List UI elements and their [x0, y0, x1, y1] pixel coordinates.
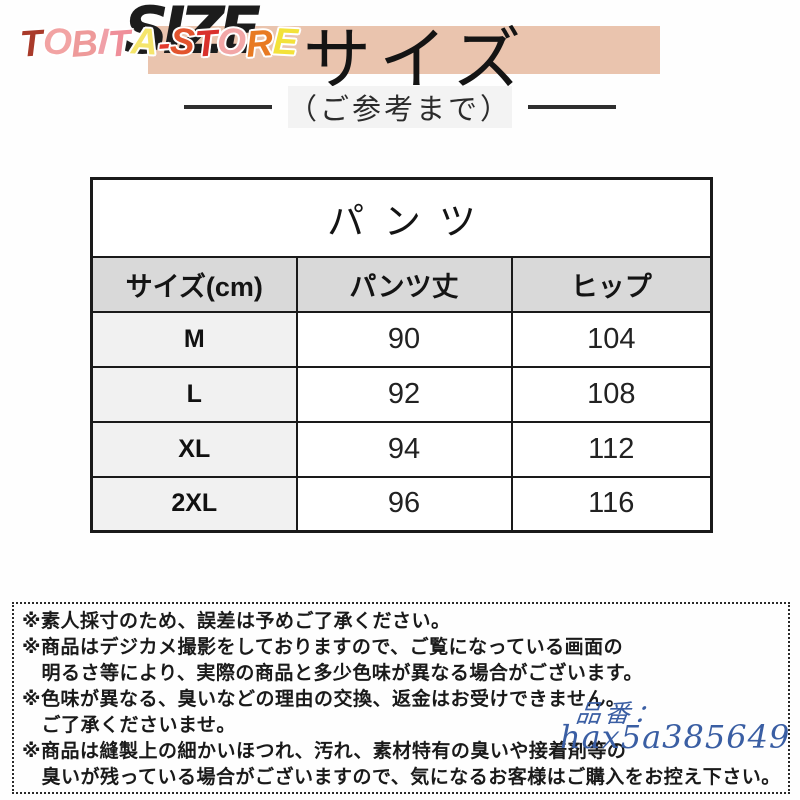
cell-pants-length: 94 [295, 420, 513, 478]
table-caption-row: パンツ [90, 177, 713, 258]
note-line: ※色味が異なる、臭いなどの理由の交換、返金はお受けできません。 [22, 689, 626, 710]
store-logo-letter: B [70, 22, 100, 65]
column-header-pants-length: パンツ丈 [295, 255, 513, 313]
store-logo-letter: T [18, 22, 45, 65]
store-logo-letter: R [244, 22, 275, 65]
store-logo-letter: O [41, 20, 73, 63]
table-header-row: サイズ(cm) パンツ丈 ヒップ [90, 255, 713, 313]
cell-hip: 104 [510, 310, 713, 368]
cell-hip: 116 [510, 475, 713, 533]
column-header-hip: ヒップ [510, 255, 713, 313]
left-rule [183, 105, 272, 109]
cell-size-label: M [90, 310, 298, 368]
title-highlight-band [148, 26, 660, 74]
store-logo-letter: T [107, 22, 133, 65]
page-title: サイズ [303, 22, 529, 98]
disclaimer-notes-box: ※素人採寸のため、誤差は予めご了承ください。 ※商品はデジカメ撮影をしておりますの… [12, 602, 790, 794]
cell-size-label: XL [90, 420, 298, 478]
size-english-text: SIZE [124, 0, 261, 69]
cell-hip: 108 [510, 365, 713, 423]
table-body: M 90 104 L 92 108 XL 94 112 2XL 96 116 [90, 310, 713, 533]
note-line: ※商品は縫製上の細かいほつれ、汚れ、素材特有の臭いや接着剤等の [22, 741, 627, 762]
table-row: M 90 104 [90, 310, 713, 368]
store-logo-letter: A [130, 20, 159, 63]
note-line: ※商品はデジカメ撮影をしておりますので、ご覧になっている画面の [22, 637, 624, 658]
cell-size-label: 2XL [90, 475, 298, 533]
cell-size-label: L [90, 365, 298, 423]
note-line: ご了承くださいませ。 [22, 715, 236, 736]
table-row: XL 94 112 [90, 420, 713, 478]
cell-pants-length: 92 [295, 365, 513, 423]
subtitle-text: （ご参考まで） [287, 86, 512, 128]
right-rule [528, 105, 616, 109]
table-row: 2XL 96 116 [90, 475, 713, 533]
note-line: 明るさ等により、実際の商品と多少色味が異なる場合がございます。 [22, 663, 643, 684]
size-table: パンツ サイズ(cm) パンツ丈 ヒップ M 90 104 L 92 108 XL 94 112… [90, 177, 714, 533]
store-logo-letter: S [169, 20, 196, 63]
note-line: ※素人採寸のため、誤差は予めご了承ください。 [22, 611, 451, 632]
table-caption: パンツ [90, 177, 713, 258]
store-logo-letter: E [271, 20, 299, 63]
table-row: L 92 108 [90, 365, 713, 423]
column-header-size: サイズ(cm) [90, 255, 298, 313]
watermark-part-number-code: hax5a385649 [560, 718, 791, 756]
subtitle-row: （ご参考まで） [0, 86, 800, 128]
cell-pants-length: 96 [295, 475, 513, 533]
cell-pants-length: 90 [295, 310, 513, 368]
cell-hip: 112 [510, 420, 713, 478]
note-line: 臭いが残っている場合がございますので、気になるお客様はご購入をお控え下さい。 [22, 767, 781, 788]
store-logo-letter: O [216, 20, 248, 63]
store-logo-letter: T [193, 22, 219, 65]
store-logo: TOBITA-STORE [18, 20, 299, 65]
